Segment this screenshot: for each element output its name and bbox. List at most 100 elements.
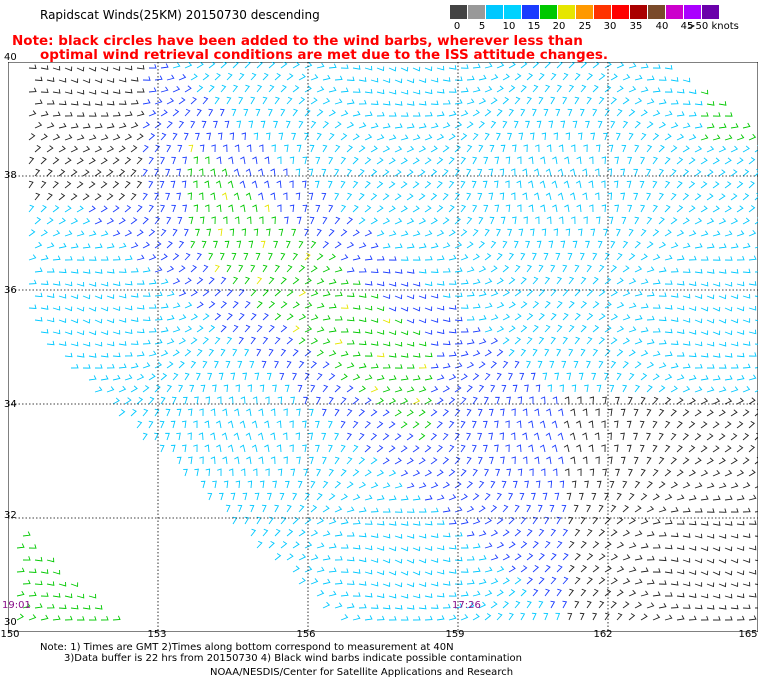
wind-barb xyxy=(418,100,427,106)
wind-barb xyxy=(460,373,468,381)
wind-barb xyxy=(412,469,421,477)
wind-barb xyxy=(239,420,246,429)
wind-barb xyxy=(448,305,457,310)
wind-barb xyxy=(472,253,480,261)
wind-barb xyxy=(246,456,252,465)
wind-barb xyxy=(499,168,505,177)
wind-barb xyxy=(303,396,308,405)
wind-barb xyxy=(676,592,685,598)
wind-barb xyxy=(124,205,132,213)
wind-barb xyxy=(556,348,562,357)
wind-barb xyxy=(603,228,608,237)
wind-barb xyxy=(124,180,131,189)
wind-barb xyxy=(295,168,301,177)
wind-barb xyxy=(184,349,192,357)
wind-barb xyxy=(262,288,269,297)
wind-barb xyxy=(64,593,73,599)
wind-barb xyxy=(534,144,540,153)
wind-barb xyxy=(52,89,61,94)
wind-barb xyxy=(646,144,653,153)
wind-barb xyxy=(322,601,331,609)
wind-barb xyxy=(508,62,516,69)
wind-barb xyxy=(483,420,488,429)
wind-barb xyxy=(376,89,385,95)
wind-barb xyxy=(148,279,157,285)
wind-barb xyxy=(736,593,745,599)
wind-barb xyxy=(526,96,532,105)
wind-barb xyxy=(664,420,671,429)
wind-barb xyxy=(724,256,733,261)
wind-barb xyxy=(148,396,155,405)
wind-barb xyxy=(574,264,580,273)
wind-barb xyxy=(748,180,755,189)
wind-barb xyxy=(400,397,409,405)
wind-barb xyxy=(646,579,655,585)
wind-barb xyxy=(184,85,192,93)
wind-barb xyxy=(489,216,495,225)
wind-barb xyxy=(742,604,751,609)
wind-barb xyxy=(382,169,390,177)
wind-barb xyxy=(58,145,66,153)
wind-barb xyxy=(634,290,643,297)
wind-barb xyxy=(70,604,79,610)
wind-barb xyxy=(520,588,527,597)
wind-barb xyxy=(658,99,667,105)
wind-barb xyxy=(718,508,727,513)
wind-barb xyxy=(315,420,320,429)
wind-barb xyxy=(148,420,154,429)
wind-barb xyxy=(496,325,505,333)
wind-barb xyxy=(712,256,721,261)
wind-barb xyxy=(376,520,385,526)
wind-barb xyxy=(130,192,137,201)
wind-barb xyxy=(176,432,181,441)
wind-barb xyxy=(280,84,287,93)
wind-barb xyxy=(658,241,667,249)
wind-barb xyxy=(370,482,379,489)
wind-barb xyxy=(364,397,372,405)
wind-barb xyxy=(112,111,121,117)
scale-swatch xyxy=(612,5,630,19)
wind-barb xyxy=(118,122,127,129)
wind-barb xyxy=(418,533,427,539)
wind-barb xyxy=(364,133,373,141)
wind-barb xyxy=(64,230,73,237)
wind-barb xyxy=(484,372,491,381)
lon-label-153: 153 xyxy=(147,629,167,640)
wind-barb xyxy=(208,276,215,285)
wind-barb xyxy=(370,318,379,323)
wind-barb xyxy=(586,336,593,345)
wind-barb xyxy=(334,481,342,489)
wind-barb xyxy=(328,204,334,213)
wind-barb xyxy=(590,228,596,237)
wind-barb xyxy=(220,348,226,357)
wind-barb xyxy=(552,396,558,405)
wind-barb xyxy=(352,374,361,381)
wind-barb xyxy=(240,204,246,213)
wind-barb xyxy=(255,108,261,117)
wind-barb xyxy=(334,291,343,297)
wind-barb xyxy=(490,74,499,81)
wind-barb xyxy=(238,96,244,105)
wind-barb xyxy=(580,300,588,309)
wind-barb xyxy=(567,612,573,621)
wind-barb xyxy=(592,588,599,597)
wind-barb xyxy=(394,534,403,539)
wind-barb xyxy=(579,492,584,501)
wind-barb xyxy=(724,495,733,501)
scale-swatch xyxy=(450,5,468,19)
wind-barb xyxy=(412,421,420,429)
wind-barb xyxy=(604,348,611,357)
wind-barb xyxy=(436,615,445,621)
wind-barb xyxy=(262,312,269,321)
wind-barb xyxy=(142,408,149,417)
wind-barb xyxy=(448,180,455,189)
wind-barb xyxy=(730,533,739,539)
wind-barb xyxy=(220,62,227,69)
wind-barb xyxy=(508,277,516,285)
wind-barb xyxy=(230,372,236,381)
wind-barb xyxy=(304,277,312,285)
wind-barb xyxy=(564,468,570,477)
wind-barb xyxy=(176,192,182,201)
wind-barb xyxy=(448,328,457,334)
wind-barb xyxy=(634,240,641,249)
